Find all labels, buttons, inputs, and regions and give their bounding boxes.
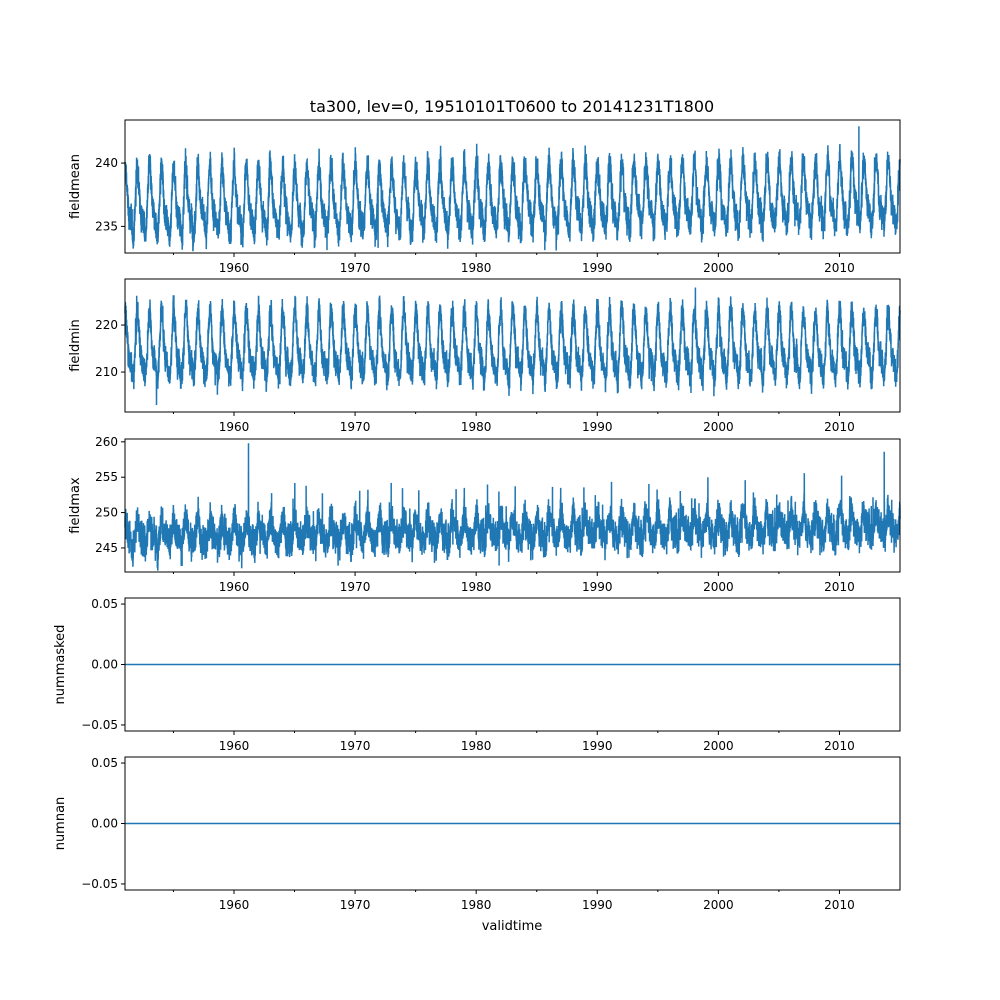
x-tick-label: 2000 [703,580,734,594]
chart-title: ta300, lev=0, 19510101T0600 to 20141231T… [310,97,714,116]
x-tick-label: 1980 [461,580,492,594]
x-tick-label: 1980 [461,739,492,753]
series-line-fieldmean [124,126,901,252]
y-tick-label: 0.05 [91,597,118,611]
x-tick-label: 1980 [461,261,492,275]
x-tick-label: 1990 [582,580,613,594]
y-tick-label: 235 [95,219,118,233]
x-tick-label: 1970 [340,580,371,594]
y-tick-label: 0.05 [91,756,118,770]
axes-frame [124,438,901,573]
x-tick-label: 1980 [461,898,492,912]
panel-numnan: 1960 1970 1980 1990 2000 2010 −0.05 0.00 0.05 num… [53,756,901,912]
series-line-fieldmin [124,287,901,406]
series-line-fieldmax [124,443,901,571]
y-tick-label: 220 [95,318,118,332]
axes-frame [124,119,901,254]
x-tick-label: 2000 [703,420,734,434]
x-tick-label: 1970 [340,898,371,912]
x-tick-label: 1990 [582,420,613,434]
y-axis-label: nummasked [53,625,68,705]
x-axis-label: validtime [482,919,543,934]
x-tick-label: 2000 [703,739,734,753]
y-tick-label: 0.00 [91,817,118,831]
x-tick-label: 1960 [219,739,250,753]
x-tick-label: 1990 [582,898,613,912]
panel-fieldmin: 1960 1970 1980 1990 2000 2010 210 220 fieldmin [68,278,901,434]
x-tick-label: 2010 [824,420,855,434]
y-tick-label: 210 [95,365,118,379]
axes-frame [124,278,901,413]
y-tick-label: 245 [95,541,118,555]
x-tick-label: 1960 [219,898,250,912]
y-tick-label: 240 [95,156,118,170]
y-tick-label: 0.00 [91,658,118,672]
x-tick-label: 2010 [824,261,855,275]
y-tick-label: −0.05 [81,718,118,732]
x-tick-label: 2010 [824,898,855,912]
x-tick-label: 1990 [582,739,613,753]
panel-fieldmean: 1960 1970 1980 1990 2000 2010 235 240 fieldmean [68,119,901,275]
y-axis-label: fieldmin [68,319,83,372]
x-tick-label: 1990 [582,261,613,275]
x-tick-label: 1960 [219,580,250,594]
panel-nummasked: 1960 1970 1980 1990 2000 2010 −0.05 0.00 0.05 num… [53,597,901,753]
panel-fieldmax: 1960 1970 1980 1990 2000 2010 245 250 255 260 fiel… [68,435,901,594]
y-tick-label: −0.05 [81,877,118,891]
y-tick-label: 260 [95,435,118,449]
x-tick-label: 1970 [340,420,371,434]
y-tick-label: 250 [95,506,118,520]
y-axis-label: numnan [53,797,68,851]
x-tick-label: 2000 [703,898,734,912]
y-axis-label: fieldmax [68,477,83,534]
x-tick-label: 2000 [703,261,734,275]
x-tick-label: 2010 [824,739,855,753]
x-tick-label: 1980 [461,420,492,434]
x-tick-label: 2010 [824,580,855,594]
x-tick-label: 1970 [340,739,371,753]
y-tick-label: 255 [95,470,118,484]
x-tick-label: 1960 [219,420,250,434]
x-tick-label: 1960 [219,261,250,275]
y-axis-label: fieldmean [68,154,83,219]
x-tick-label: 1970 [340,261,371,275]
